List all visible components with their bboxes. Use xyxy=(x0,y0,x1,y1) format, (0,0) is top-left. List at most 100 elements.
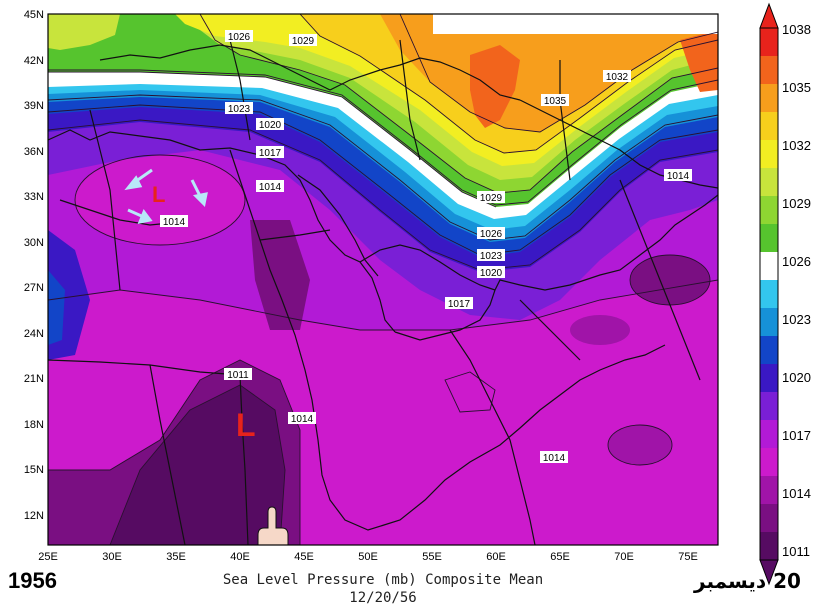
svg-text:1023: 1023 xyxy=(228,104,251,115)
colorbar-swatch xyxy=(760,420,778,449)
field-1008-core xyxy=(110,385,285,545)
isobar-label: 1020 xyxy=(256,118,284,131)
svg-text:1014: 1014 xyxy=(543,453,566,464)
colorbar-swatch xyxy=(760,112,778,141)
isobar-labels: 1026 1029 1032 1035 1023 1020 1017 1014 … xyxy=(160,30,692,464)
low-marker-south: L xyxy=(236,407,256,443)
colorbar-swatch xyxy=(760,448,778,477)
colorbar-labels: 1038 1035 1032 1029 1026 1023 1020 1017 … xyxy=(782,22,811,559)
lat-label: 15N xyxy=(24,464,44,476)
colorbar-swatch xyxy=(760,308,778,337)
field-1017 xyxy=(48,120,718,320)
lon-label: 40E xyxy=(230,551,250,563)
colorbar-swatch xyxy=(760,224,778,253)
colorbar-label: 1026 xyxy=(782,254,811,269)
colorbar-swatch xyxy=(760,252,778,281)
svg-text:1026: 1026 xyxy=(480,229,503,240)
colorbar-label: 1032 xyxy=(782,138,811,153)
colorbar-swatch xyxy=(760,196,778,225)
colorbar-swatch xyxy=(760,84,778,113)
lon-label: 75E xyxy=(678,551,698,563)
colorbar-label: 1014 xyxy=(782,486,811,501)
lon-label: 50E xyxy=(358,551,378,563)
hand-pointer-icon xyxy=(257,506,289,545)
colorbar-swatch xyxy=(760,504,778,533)
latitude-axis: 45N 42N 39N 36N 33N 30N 27N 24N 21N 18N … xyxy=(24,9,44,522)
colorbar-swatch xyxy=(760,280,778,309)
colorbar-label: 1029 xyxy=(782,196,811,211)
lat-label: 12N xyxy=(24,510,44,522)
isobar-label: 1029 xyxy=(477,191,505,204)
colorbar-swatch xyxy=(760,336,778,365)
svg-text:1020: 1020 xyxy=(259,120,282,131)
lat-label: 18N xyxy=(24,419,44,431)
colorbar-top-arrow xyxy=(759,2,779,29)
figure-title: Sea Level Pressure (mb) Composite Mean xyxy=(223,572,543,588)
isobar-lines xyxy=(48,14,718,545)
field-nw-low xyxy=(75,155,245,245)
isobar-label: 1017 xyxy=(256,146,284,159)
lat-label: 42N xyxy=(24,55,44,67)
lon-label: 55E xyxy=(422,551,442,563)
colorbar-swatch xyxy=(760,364,778,393)
map-frame xyxy=(47,13,719,546)
colorbar-label: 1023 xyxy=(782,312,811,327)
field-1023-cyan xyxy=(48,88,718,242)
lat-label: 36N xyxy=(24,146,44,158)
longitude-axis: 25E 30E 35E 40E 45E 50E 55E 60E 65E 70E … xyxy=(38,551,698,563)
colorbar-swatch xyxy=(760,392,778,421)
lon-label: 65E xyxy=(550,551,570,563)
svg-text:1014: 1014 xyxy=(163,217,186,228)
colorbar-label: 1035 xyxy=(782,80,811,95)
isobar-label: 1020 xyxy=(477,266,505,279)
arrow-head-icon xyxy=(137,208,153,225)
field-east-low-2 xyxy=(570,315,630,345)
isobar-label: 1014 xyxy=(540,451,568,464)
isobar-label: 1017 xyxy=(445,297,473,310)
isobar-label: 1014 xyxy=(288,412,316,425)
colorbar-swatch xyxy=(760,168,778,197)
svg-text:1023: 1023 xyxy=(480,251,503,262)
lat-label: 30N xyxy=(24,237,44,249)
field-west-cyan xyxy=(48,270,65,345)
svg-text:1014: 1014 xyxy=(291,414,314,425)
svg-text:1029: 1029 xyxy=(292,36,315,47)
colorbar xyxy=(759,2,779,586)
svg-text:1020: 1020 xyxy=(480,268,503,279)
colorbar-swatch xyxy=(760,476,778,505)
field-trough-north xyxy=(250,220,310,330)
year-label: 1956 xyxy=(8,568,57,593)
colorbar-swatch xyxy=(760,56,778,85)
colorbar-swatch xyxy=(760,28,778,57)
isobar-label: 1014 xyxy=(664,169,692,182)
svg-text:1029: 1029 xyxy=(480,193,503,204)
colorbar-label: 1011 xyxy=(782,544,810,559)
white-patch xyxy=(433,14,718,34)
lat-label: 33N xyxy=(24,191,44,203)
lat-label: 45N xyxy=(24,9,44,21)
svg-text:1017: 1017 xyxy=(259,148,282,159)
colorbar-label: 1038 xyxy=(782,22,811,37)
svg-text:1032: 1032 xyxy=(606,72,629,83)
isobar-label: 1023 xyxy=(477,249,505,262)
lon-label: 35E xyxy=(166,551,186,563)
map-panel: L L 1026 1029 1032 1035 1023 1020 1017 1… xyxy=(48,14,718,545)
lat-label: 24N xyxy=(24,328,44,340)
field-1035-orange xyxy=(380,14,718,132)
lat-label: 39N xyxy=(24,100,44,112)
isobar-label: 1014 xyxy=(256,180,284,193)
svg-text:1014: 1014 xyxy=(259,182,282,193)
lon-label: 70E xyxy=(614,551,634,563)
isobar-label: 1023 xyxy=(225,102,253,115)
lat-label: 27N xyxy=(24,282,44,294)
lon-label: 30E xyxy=(102,551,122,563)
isobar-label: 1035 xyxy=(541,94,569,107)
cyclone-arrows xyxy=(124,168,208,225)
field-1038 xyxy=(680,30,718,92)
svg-text:1011: 1011 xyxy=(227,370,249,381)
figure-date: 12/20/56 xyxy=(349,590,416,606)
isobar-label: 1026 xyxy=(225,30,253,43)
low-marker-north: L xyxy=(152,182,165,207)
isobar-label: 1014 xyxy=(160,215,188,228)
